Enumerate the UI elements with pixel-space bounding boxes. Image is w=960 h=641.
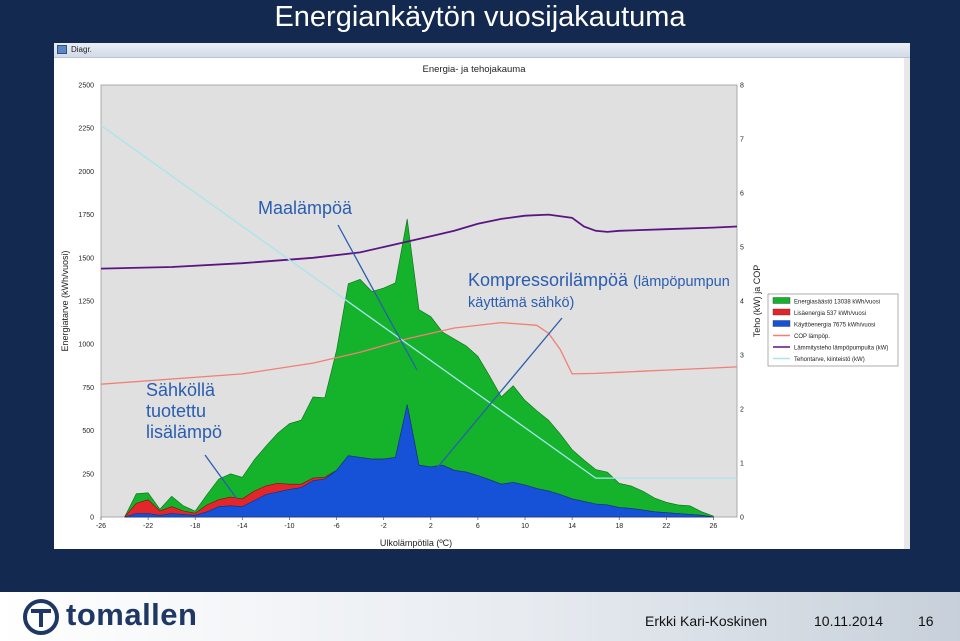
y2-tick-label: 5 [740,245,744,252]
y-tick-label: 250 [82,471,94,478]
x-tick-label: -18 [190,523,200,530]
legend-label: COP lämpöp. [794,334,830,340]
legend-label: Energiasäästö 13038 kWh/vuosi [794,299,880,305]
diagram-window: Diagr. Energia- ja tehojakauma -26 -22 -18… [54,43,910,549]
x-tick-label: 6 [476,523,480,530]
chart-legend: Energiasäästö 13038 kWh/vuosi Lisäenergia… [767,293,899,367]
slide-title: Energiankäytön vuosijakautuma [274,1,686,33]
window-app-icon [57,45,67,54]
energy-distribution-chart: Energia- ja tehojakauma -26 -22 -18 -14 -10-… [60,64,899,548]
x-tick-label: 2 [429,523,433,530]
footer-page-number: 16 [918,613,934,629]
annotation-compressor-heat-line2: käyttämä sähkö) [468,295,575,311]
y-tick-label: 1750 [78,212,94,219]
y-tick-label: 1500 [78,255,94,262]
legend-label: Tehontarve, kiinteistö (kW) [794,357,865,363]
footer-author: Erkki Kari-Koskinen [645,613,768,629]
y2-tick-label: 7 [740,137,744,144]
x-tick-label: -22 [143,523,153,530]
y2-tick-label: 8 [740,83,744,90]
y-tick-label: 2000 [78,169,94,176]
y-axis-label: Energiatarve (kWh/vuosi) [60,250,70,351]
legend-label: Lisäenergia 537 kWh/vuosi [794,311,866,317]
slide-footer: tomallen Erkki Kari-Koskinen 10.11.2014 … [0,592,960,641]
y2-axis-label: Teho (kW) ja COP [752,265,762,338]
x-tick-label: 26 [710,523,718,530]
x-tick-label: 18 [615,523,623,530]
annotation-electric-heat: Sähköllä tuotettu lisälämpö [146,380,223,442]
y-tick-label: 2500 [78,83,94,90]
y-tick-label: 1000 [78,342,94,349]
y2-tick-label: 6 [740,191,744,198]
window-title: Diagr. [71,45,92,54]
line-heat-pump-power [100,213,738,270]
y-tick-label: 2250 [78,126,94,133]
x-tick-label: 14 [568,523,576,530]
legend-label: Käyttöenergia 7675 kWh/vuosi [794,322,875,328]
x-axis-label: Ulkolämpötila (ºC) [380,538,452,548]
y2-tick-label: 3 [740,353,744,360]
legend-swatch [772,320,791,327]
y-tick-label: 1250 [78,299,94,306]
y2-tick-label: 1 [740,461,744,468]
x-tick-label: -14 [237,523,247,530]
y2-tick-label: 2 [740,407,744,414]
x-tick-label: -2 [381,523,387,530]
chart-title: Energia- ja tehojakauma [423,64,527,75]
y-tick-label: 500 [82,428,94,435]
x-tick-label: 22 [662,523,670,530]
x-tick-label: -6 [333,523,339,530]
annotation-compressor-heat-paren: (lämpöpumpun [633,274,730,290]
annotation-ground-heat: Maalämpöä [258,198,353,218]
annotation-compressor-heat: Kompressorilämpöä (lämpöpumpun [468,270,730,293]
legend-swatch [772,297,791,304]
annotation-compressor-heat-main: Kompressorilämpöä [468,270,629,290]
footer-date: 10.11.2014 [814,613,884,629]
legend-label: Lämmitysteho lämpöpumpulta (kW) [794,345,888,351]
area-consumed-energy [124,404,714,518]
legend-box [767,293,899,367]
legend-swatch [772,308,791,316]
y2-tick-label: 0 [740,515,744,522]
y2-tick-label: 4 [740,299,744,306]
window-scrollbar[interactable] [904,58,910,549]
tomallen-logo-text: tomallen [66,597,198,632]
y-tick-label: 750 [82,385,94,392]
y-tick-label: 0 [90,515,94,522]
x-tick-label: -10 [284,523,294,530]
x-tick-label: 10 [521,523,529,530]
window-titlebar[interactable]: Diagr. [54,43,910,58]
x-tick-label: -26 [96,523,106,530]
tomallen-logo-icon [23,599,59,635]
